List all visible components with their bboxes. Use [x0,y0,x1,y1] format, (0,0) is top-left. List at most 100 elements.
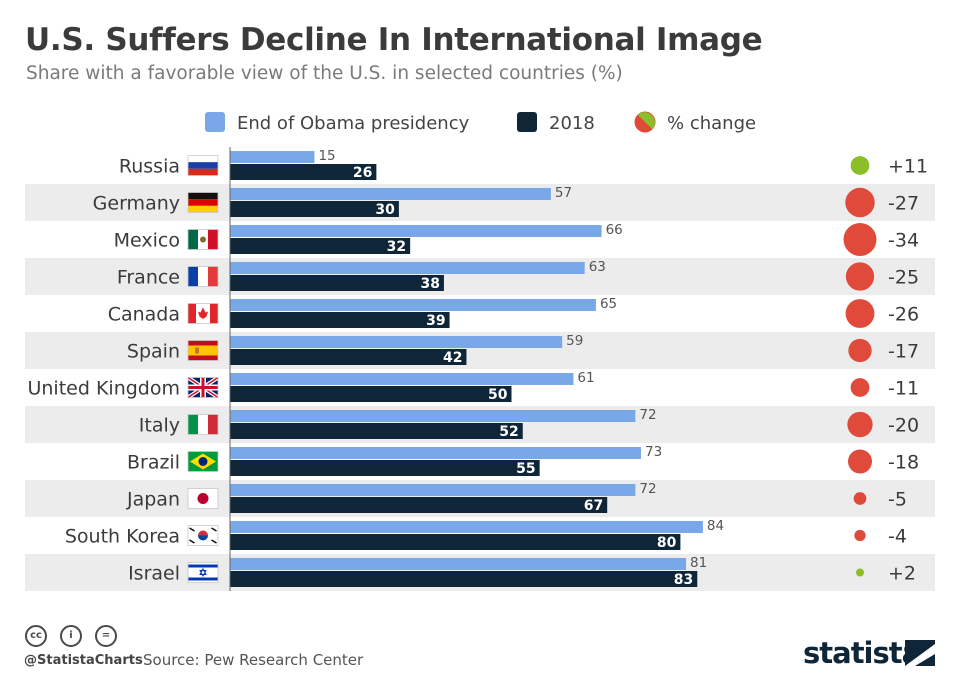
bar-chart: End of Obama presidency 2018 % change Russi… [25,111,935,591]
category-label: South Korea [65,526,180,548]
value-label-obama: 59 [566,333,583,349]
category-label: Brazil [127,452,180,474]
change-bubble [853,492,867,505]
bar-obama [230,188,551,200]
bar-2018 [230,164,377,180]
value-label-obama: 61 [577,370,594,386]
change-bubble [855,568,865,577]
change-label: -20 [888,415,919,437]
category-label: Canada [108,304,180,326]
category-label: Israel [128,563,180,585]
germany-flag-icon [187,192,219,213]
value-label-2018: 55 [516,461,535,477]
italy-flag-icon [187,414,219,435]
chart-subtitle: Share with a favorable view of the U.S. … [26,63,623,84]
value-label-2018: 26 [353,165,372,181]
change-label: -25 [888,267,919,289]
south-korea-flag-icon [187,525,219,546]
bar-obama [230,336,563,348]
legend-label-obama: End of Obama presidency [237,113,470,134]
change-label: +2 [888,563,916,585]
by-icon: i [60,625,82,647]
category-label: Russia [119,156,180,178]
value-label-2018: 42 [443,350,462,366]
bar-2018 [230,534,681,550]
bar-2018 [230,201,399,217]
value-label-2018: 32 [387,239,406,255]
bar-2018 [230,275,444,291]
value-label-obama: 72 [639,481,656,497]
canada-flag-icon [187,303,219,324]
bar-obama [230,558,687,570]
category-label: Germany [93,193,180,215]
bar-2018 [230,349,467,365]
value-label-2018: 80 [657,535,677,551]
value-label-obama: 84 [707,518,724,534]
change-bubble [850,156,870,175]
united-kingdom-flag-icon [186,375,220,400]
value-label-obama: 15 [318,148,335,164]
change-label: -4 [888,526,907,548]
bar-obama [230,521,703,533]
category-label: Italy [139,415,180,437]
change-label: -18 [888,452,919,474]
bar-obama [230,299,596,311]
value-label-obama: 72 [639,407,656,423]
value-label-obama: 57 [555,185,572,201]
change-bubble [847,449,873,474]
change-label: -17 [888,341,919,363]
value-label-2018: 50 [488,387,508,403]
category-label: France [117,267,180,289]
change-bubble [847,411,873,438]
value-label-2018: 83 [674,572,693,588]
legend-swatch-obama [205,112,225,132]
value-label-2018: 30 [375,202,395,218]
value-label-2018: 52 [499,424,518,440]
bar-obama [230,262,585,274]
bar-2018 [230,238,411,254]
value-label-obama: 63 [589,259,606,275]
value-label-2018: 67 [584,498,603,514]
change-bubble [843,223,877,256]
change-bubble [845,187,875,218]
mexico-flag-icon [187,229,219,250]
bar-obama [230,373,574,385]
value-label-2018: 39 [426,313,445,329]
change-bubble [850,378,870,397]
bar-2018 [230,497,608,513]
brazil-flag-icon [187,451,219,472]
bar-obama [230,410,636,422]
bar-2018 [230,423,523,439]
change-bubble [854,529,866,542]
category-label: Mexico [114,230,180,252]
source-note: Source: Pew Research Center [143,651,364,669]
change-label: -26 [888,304,919,326]
bar-obama [230,447,641,459]
social-handle: @StatistaCharts [24,653,143,668]
israel-flag-icon [187,562,219,583]
japan-flag-icon [187,488,219,509]
legend-label-change: % change [667,113,756,134]
change-label: -27 [888,193,919,215]
category-label: United Kingdom [27,378,180,400]
change-label: +11 [888,156,928,178]
change-bubble [845,262,875,291]
bar-obama [230,225,602,237]
statista-logo-icon [905,640,935,666]
bar-obama [230,484,636,496]
value-label-obama: 65 [600,296,617,312]
value-label-obama: 73 [645,444,662,460]
bar-obama [230,151,315,163]
bar-2018 [230,460,540,476]
brand-logo: statista [803,636,921,670]
value-label-obama: 66 [606,222,623,238]
value-label-obama: 81 [690,555,707,571]
cc-icon: cc [25,625,47,647]
chart-title: U.S. Suffers Decline In International Im… [25,22,763,58]
legend-change-icon [634,111,656,133]
bar-2018 [230,571,698,587]
nd-icon: = [95,625,117,647]
change-bubble [845,299,875,328]
change-label: -34 [888,230,919,252]
bar-2018 [230,386,512,402]
